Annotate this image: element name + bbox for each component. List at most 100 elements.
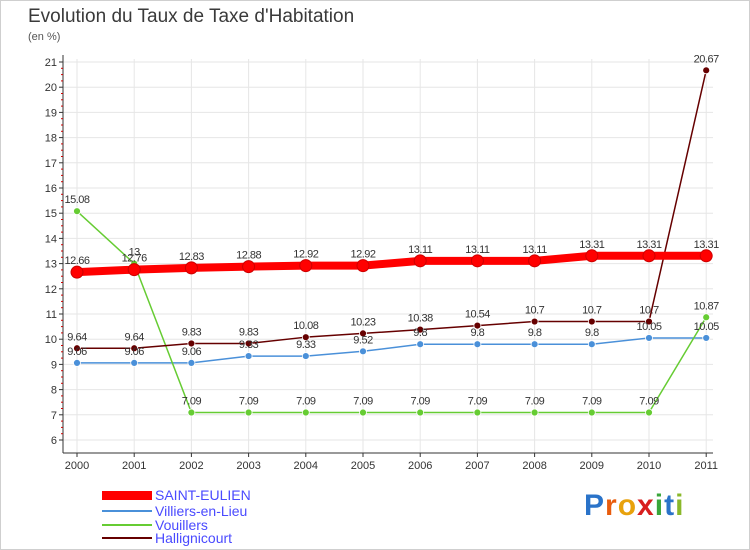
logo-letter: P	[584, 489, 606, 522]
y-tick-label: 6	[51, 435, 57, 447]
data-point	[473, 340, 482, 349]
data-label: 13.11	[408, 244, 433, 256]
data-label: 10.87	[694, 300, 719, 312]
y-tick-label: 16	[45, 183, 57, 195]
data-point	[699, 249, 713, 263]
legend-swatch-villiers	[102, 510, 152, 512]
data-label: 9.06	[182, 346, 202, 358]
x-tick-label: 2008	[522, 460, 546, 472]
data-label: 9.33	[296, 339, 316, 351]
data-label: 13.11	[522, 244, 547, 256]
data-point	[356, 259, 370, 273]
data-point	[359, 329, 367, 338]
data-label: 13	[129, 247, 141, 259]
data-point	[473, 408, 482, 417]
data-point	[416, 408, 425, 417]
data-label: 7.09	[582, 396, 602, 408]
data-label: 12.92	[350, 249, 375, 261]
data-label: 10.7	[525, 305, 545, 317]
y-tick-label: 10	[45, 334, 57, 346]
data-point	[473, 321, 482, 330]
data-point	[642, 249, 656, 263]
data-point	[702, 313, 711, 322]
data-point	[130, 358, 139, 367]
data-label: 9.8	[585, 327, 599, 339]
data-point	[587, 317, 596, 326]
data-point	[70, 265, 84, 279]
data-label: 10.08	[293, 320, 318, 332]
data-label: 10.7	[582, 305, 602, 317]
x-tick-label: 2004	[294, 460, 318, 472]
data-point	[587, 408, 596, 417]
data-point	[530, 317, 539, 326]
data-label: 10.38	[408, 313, 433, 325]
legend-swatch-vouillers	[102, 524, 152, 526]
data-point	[184, 261, 198, 275]
data-label: 9.33	[239, 339, 259, 351]
legend-label-saint-eulien: SAINT-EULIEN	[155, 487, 251, 503]
series-line-hallignicourt	[76, 69, 707, 350]
data-label: 9.8	[471, 327, 485, 339]
data-label: 7.09	[410, 396, 430, 408]
data-point	[73, 207, 81, 216]
data-point	[301, 408, 310, 417]
x-tick-label: 2006	[408, 460, 432, 472]
data-label: 12.92	[293, 249, 318, 261]
data-label: 15.08	[64, 194, 89, 206]
y-tick-label: 11	[46, 309, 57, 321]
series-line-vouillers	[76, 210, 707, 414]
y-tick-label: 20	[45, 82, 57, 94]
data-label: 12.76	[122, 253, 147, 265]
data-label: 9.83	[182, 326, 202, 338]
data-label: 7.09	[353, 396, 373, 408]
data-label: 13.11	[465, 244, 490, 256]
data-point	[301, 333, 310, 342]
logo-letter: t	[664, 489, 676, 522]
data-label: 10.05	[636, 321, 661, 333]
logo-letter: i	[675, 489, 685, 522]
chart-subtitle: (en %)	[28, 31, 61, 43]
y-tick-label: 7	[51, 410, 57, 422]
data-point	[587, 340, 596, 349]
data-point	[187, 358, 196, 367]
y-tick-label: 19	[45, 107, 57, 119]
data-label: 7.09	[639, 396, 659, 408]
data-label: 7.09	[525, 396, 545, 408]
data-point	[187, 408, 196, 417]
data-point	[528, 254, 542, 268]
data-label: 9.06	[67, 346, 87, 358]
data-label: 9.06	[124, 346, 144, 358]
data-label: 13.31	[579, 239, 604, 251]
data-label: 7.09	[239, 396, 259, 408]
x-tick-label: 2005	[351, 460, 375, 472]
data-point	[127, 263, 141, 277]
data-point	[702, 66, 711, 75]
data-point	[242, 260, 256, 274]
data-point	[416, 325, 425, 334]
data-label: 10.54	[465, 309, 490, 321]
data-point	[359, 408, 367, 417]
data-label: 13.31	[694, 239, 719, 251]
x-tick-label: 2011	[694, 460, 718, 472]
y-tick-label: 14	[45, 233, 57, 245]
x-tick-label: 2000	[65, 460, 89, 472]
logo-letter: x	[637, 489, 655, 522]
y-tick-label: 9	[51, 359, 57, 371]
data-label: 9.64	[67, 331, 87, 343]
data-point	[301, 352, 310, 360]
logo-letter: i	[654, 489, 665, 522]
legend-label-villiers: Villiers-en-Lieu	[155, 503, 248, 519]
data-point	[359, 347, 367, 356]
data-point	[187, 339, 196, 348]
y-tick-label: 17	[45, 158, 57, 170]
data-point	[530, 340, 539, 349]
data-label: 9.8	[528, 327, 542, 339]
data-point	[413, 254, 427, 268]
data-label: 7.09	[296, 396, 316, 408]
data-label: 13.31	[636, 239, 661, 251]
logo-letter: o	[617, 489, 638, 522]
proxiti-logo: Proxiti	[584, 489, 684, 523]
series-line-saint-eulien	[73, 251, 711, 277]
legend-swatch-hallignicourt	[102, 537, 152, 539]
